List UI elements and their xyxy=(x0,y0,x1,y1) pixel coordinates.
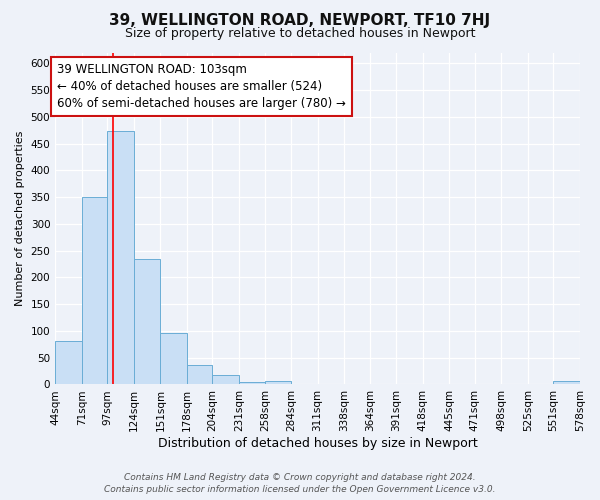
Text: Contains HM Land Registry data © Crown copyright and database right 2024.
Contai: Contains HM Land Registry data © Crown c… xyxy=(104,472,496,494)
Bar xyxy=(265,380,291,384)
Bar xyxy=(187,364,212,384)
Bar xyxy=(55,340,82,384)
Bar xyxy=(553,381,580,384)
Bar xyxy=(212,375,239,384)
Text: 39, WELLINGTON ROAD, NEWPORT, TF10 7HJ: 39, WELLINGTON ROAD, NEWPORT, TF10 7HJ xyxy=(109,12,491,28)
Y-axis label: Number of detached properties: Number of detached properties xyxy=(15,131,25,306)
Text: 39 WELLINGTON ROAD: 103sqm
← 40% of detached houses are smaller (524)
60% of sem: 39 WELLINGTON ROAD: 103sqm ← 40% of deta… xyxy=(57,63,346,110)
Text: Size of property relative to detached houses in Newport: Size of property relative to detached ho… xyxy=(125,28,475,40)
Bar xyxy=(160,332,187,384)
X-axis label: Distribution of detached houses by size in Newport: Distribution of detached houses by size … xyxy=(158,437,478,450)
Bar xyxy=(107,130,134,384)
Bar xyxy=(239,382,265,384)
Bar xyxy=(82,197,107,384)
Bar xyxy=(134,258,160,384)
